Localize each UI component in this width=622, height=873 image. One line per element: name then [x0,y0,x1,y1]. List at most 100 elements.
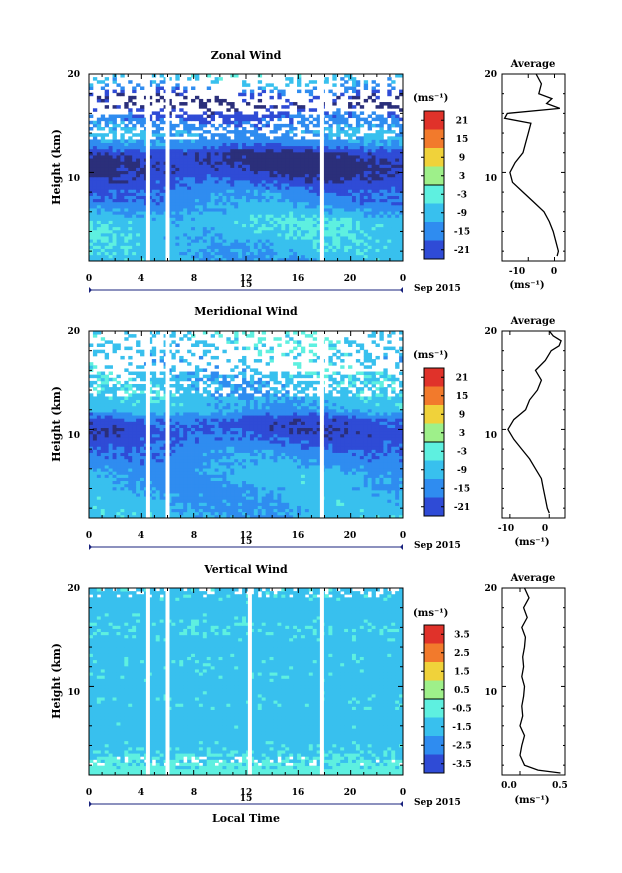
heat-cell [187,117,192,122]
heat-cell [92,204,98,209]
heat-cell [136,220,141,224]
heat-cell [316,505,321,510]
heat-cell [253,511,259,516]
heat-cell [277,242,282,246]
heat-cell [89,242,94,246]
heat-cell [183,173,188,178]
heat-cell [324,208,329,212]
heat-cell [269,245,274,249]
colorbar-unit: (ms⁻¹) [413,93,448,104]
heat-cell [92,480,98,485]
heat-cell [312,179,318,184]
heat-cell [387,232,392,237]
heat-cell [281,136,286,140]
heat-cell [112,151,117,156]
heat-cell [238,229,243,234]
heat-cell [242,483,247,488]
heat-cell [297,511,302,516]
heat-cell [96,120,102,125]
heat-cell [222,186,227,190]
heat-cell [383,164,388,168]
heat-cell [281,239,286,243]
heat-cell [249,155,255,159]
heat-cell [171,239,176,243]
heat-cell [363,499,369,503]
heat-cell [171,192,176,196]
heat-cell [312,108,318,112]
heat-cell [257,170,263,175]
heat-cell [246,505,251,510]
heat-cell [108,201,113,206]
heat-cell [351,183,357,187]
heat-cell [187,483,192,488]
heat-cell [159,133,164,137]
heat-cell [375,480,380,485]
heat-cell [112,89,117,94]
heat-cell [285,483,290,488]
heat-cell [171,511,176,516]
heat-cell [124,126,129,131]
heat-cell [383,192,388,196]
heat-cell [234,208,239,212]
heat-cell [159,192,164,196]
heat-cell [293,477,298,481]
heat-cell [391,204,396,209]
heat-cell [261,248,267,253]
heat-cell [348,105,353,109]
heat-cell [242,170,247,175]
heat-cell [198,239,204,243]
heat-cell [261,486,267,491]
heat-cell [246,83,251,87]
heat-cell [391,123,396,128]
heat-cell [89,201,94,206]
heat-cell [238,502,243,506]
heat-cell [332,92,337,97]
heat-cell [89,489,94,494]
heat-cell [128,505,133,510]
heat-cell [300,148,306,153]
heat-cell [340,148,345,153]
heat-cell [387,220,392,224]
heat-cell [269,204,274,209]
heat-cell [355,239,361,243]
heat-cell [383,139,388,143]
heat-cell [92,179,98,184]
heat-cell [187,499,192,503]
heat-cell [371,86,376,90]
heat-cell [191,176,196,181]
heat-cell [187,493,192,497]
heat-cell [249,223,255,228]
heat-cell [136,204,141,209]
heat-cell [214,139,219,143]
heat-cell [277,483,282,488]
heat-cell [120,186,125,190]
heat-cell [285,242,290,246]
heat-cell [96,139,102,143]
heat-cell [371,483,376,488]
heat-cell [222,505,227,510]
heat-cell [367,145,373,150]
heat-cell [112,223,117,228]
heat-cell [108,214,113,218]
heat-cell [206,477,212,481]
heat-cell [179,92,184,97]
heat-cell [187,170,192,175]
heat-cell [100,220,106,224]
heat-cell [187,189,192,193]
heat-cell [332,220,337,224]
heat-cell [261,229,267,234]
heat-cell [108,173,113,178]
heat-cell [249,208,255,212]
heat-cell [132,254,137,259]
heat-cell [92,161,98,165]
heat-cell [242,505,247,510]
heat-cell [285,514,290,518]
heat-cell [175,499,180,503]
heat-cell [324,192,329,196]
heat-cell [336,136,341,140]
heat-cell [210,254,216,259]
heat-cell [269,493,274,497]
heat-cell [210,251,216,256]
heat-cell [257,155,263,159]
heat-cell [289,480,294,485]
